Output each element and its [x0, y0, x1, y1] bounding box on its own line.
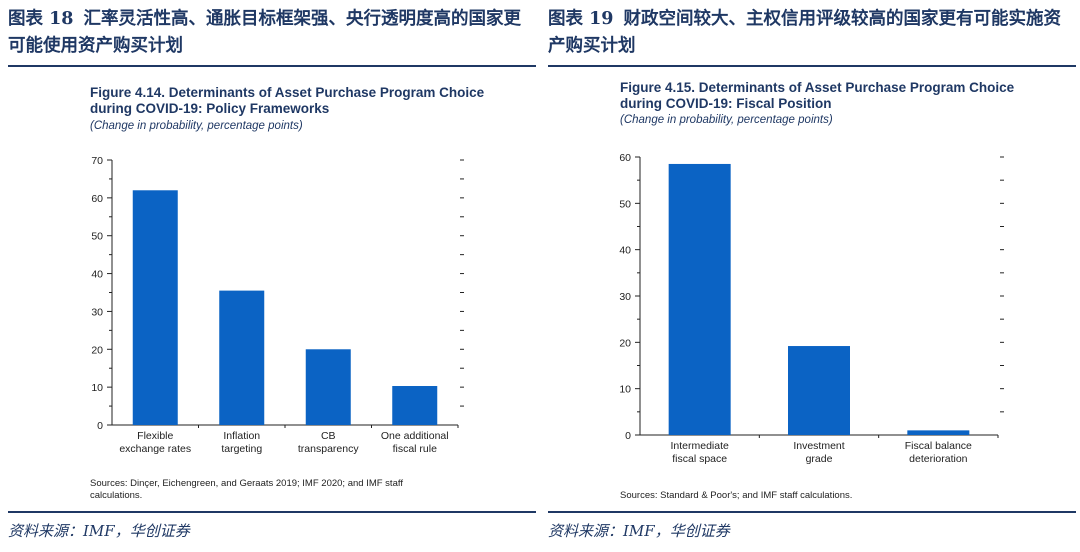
y-tick-label: 30	[91, 306, 103, 318]
y-tick-label: 30	[619, 291, 631, 303]
data-source: 资料来源：IMF，华创证券	[8, 522, 190, 540]
bar	[907, 430, 970, 435]
report-figure-title: 图表 19 财政空间较大、主权信用评级较高的国家更有可能实施资产购买计划	[548, 6, 1076, 60]
data-source: 资料来源：IMF，华创证券	[548, 522, 730, 540]
imf-chart-title-line1: Figure 4.14. Determinants of Asset Purch…	[90, 85, 485, 100]
x-category-label: transparency	[298, 443, 359, 455]
y-tick-label: 10	[619, 384, 631, 396]
x-category-label: targeting	[221, 443, 262, 455]
imf-chart-title: Figure 4.15. Determinants of Asset Purch…	[620, 80, 1014, 112]
imf-chart-title: Figure 4.14. Determinants of Asset Purch…	[90, 85, 484, 117]
imf-chart-sources-line2: calculations.	[90, 490, 143, 501]
imf-chart-sources-line1: Sources: Dinçer, Eichengreen, and Geraat…	[90, 478, 403, 489]
y-tick-label: 50	[91, 231, 103, 243]
bar	[219, 290, 265, 425]
bar	[788, 346, 850, 435]
y-tick-label: 0	[97, 420, 103, 432]
x-category-label: Fiscal balance	[905, 440, 972, 452]
imf-chart-title-line2: during COVID-19: Policy Frameworks	[90, 101, 330, 116]
x-category-label: deterioration	[909, 453, 968, 465]
y-tick-label: 40	[91, 269, 103, 281]
y-tick-label: 70	[91, 155, 103, 167]
figure-panel-19: 图表 19 财政空间较大、主权信用评级较高的国家更有可能实施资产购买计划 Figu…	[548, 0, 1076, 552]
figure-panel-18: 图表 18 汇率灵活性高、通胀目标框架强、央行透明度高的国家更可能使用资产购买计划…	[8, 0, 536, 552]
y-tick-label: 10	[91, 382, 103, 394]
x-category-label: One additional	[381, 430, 449, 442]
x-category-label: Flexible	[137, 430, 173, 442]
report-figure-title: 图表 18 汇率灵活性高、通胀目标框架强、央行透明度高的国家更可能使用资产购买计划	[8, 6, 536, 60]
y-tick-label: 40	[619, 245, 631, 257]
x-category-label: Investment	[793, 440, 844, 452]
imf-chart-sources: Sources: Dinçer, Eichengreen, and Geraat…	[90, 478, 403, 502]
y-tick-label: 60	[91, 193, 103, 205]
report-figure-caption: 汇率灵活性高、通胀目标框架强、央行透明度高的国家更可能使用资产购买计划	[8, 9, 521, 56]
imf-chart-sources-line1: Sources: Standard & Poor's; and IMF staf…	[620, 490, 853, 501]
x-category-label: Inflation	[223, 430, 260, 442]
y-tick-label: 60	[619, 152, 631, 164]
x-category-label: fiscal space	[672, 453, 727, 465]
bar	[392, 386, 438, 425]
x-category-label: grade	[806, 453, 833, 465]
bar	[305, 349, 351, 425]
y-tick-label: 0	[625, 430, 631, 442]
y-tick-label: 20	[619, 337, 631, 349]
title-divider	[8, 65, 536, 67]
report-figure-caption: 财政空间较大、主权信用评级较高的国家更有可能实施资产购买计划	[548, 9, 1061, 56]
imf-chart-subtitle: (Change in probability, percentage point…	[90, 120, 303, 132]
y-tick-label: 50	[619, 198, 631, 210]
report-figure-number: 图表 19	[548, 9, 614, 29]
x-category-label: fiscal rule	[393, 443, 438, 455]
title-divider	[548, 65, 1076, 67]
x-category-label: Intermediate	[670, 440, 729, 452]
x-category-label: CB	[321, 430, 336, 442]
imf-chart-title-line1: Figure 4.15. Determinants of Asset Purch…	[620, 80, 1015, 95]
imf-chart-title-line2: during COVID-19: Fiscal Position	[620, 96, 832, 111]
x-category-label: exchange rates	[119, 443, 191, 455]
imf-chart-subtitle: (Change in probability, percentage point…	[620, 114, 833, 126]
bar	[668, 163, 731, 435]
report-figure-number: 图表 18	[8, 9, 74, 29]
footer-divider	[8, 511, 536, 513]
y-tick-label: 20	[91, 344, 103, 356]
footer-divider	[548, 511, 1076, 513]
imf-chart-sources: Sources: Standard & Poor's; and IMF staf…	[620, 490, 852, 502]
bar	[132, 190, 178, 425]
